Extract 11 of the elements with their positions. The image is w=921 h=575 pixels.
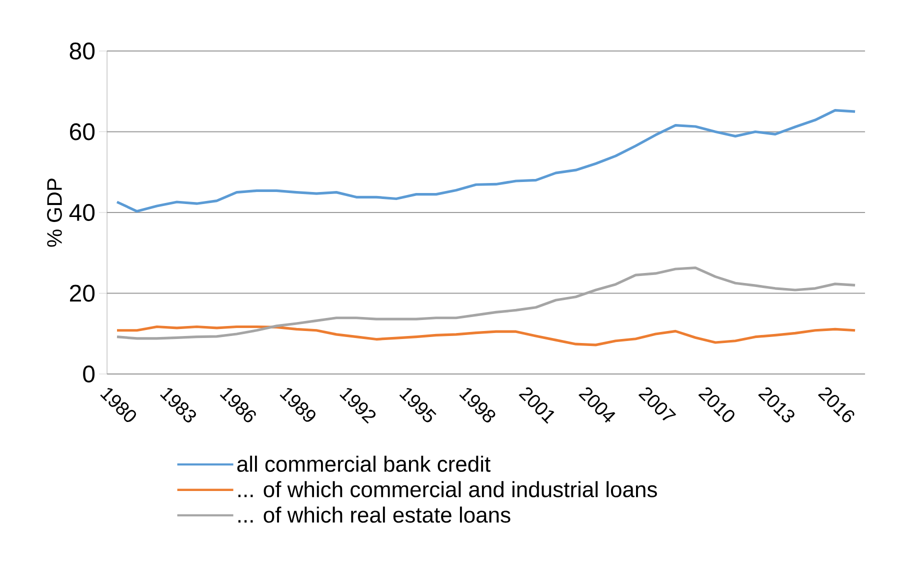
y-tick-label: 60 bbox=[70, 123, 95, 140]
y-axis-title: % GDP bbox=[47, 178, 62, 247]
legend-label: all commercial bank credit bbox=[237, 456, 490, 472]
legend-label: ... of which commercial and industrial loans bbox=[238, 481, 657, 498]
line-series bbox=[116, 325, 856, 346]
y-tick-label: 80 bbox=[70, 42, 95, 60]
line-series bbox=[116, 109, 856, 213]
y-tick-label: 40 bbox=[69, 204, 95, 221]
y-tick-label: 20 bbox=[70, 284, 95, 302]
y-tick-label: 0 bbox=[83, 366, 95, 382]
legend-label: ... of which real estate loans bbox=[238, 506, 510, 523]
